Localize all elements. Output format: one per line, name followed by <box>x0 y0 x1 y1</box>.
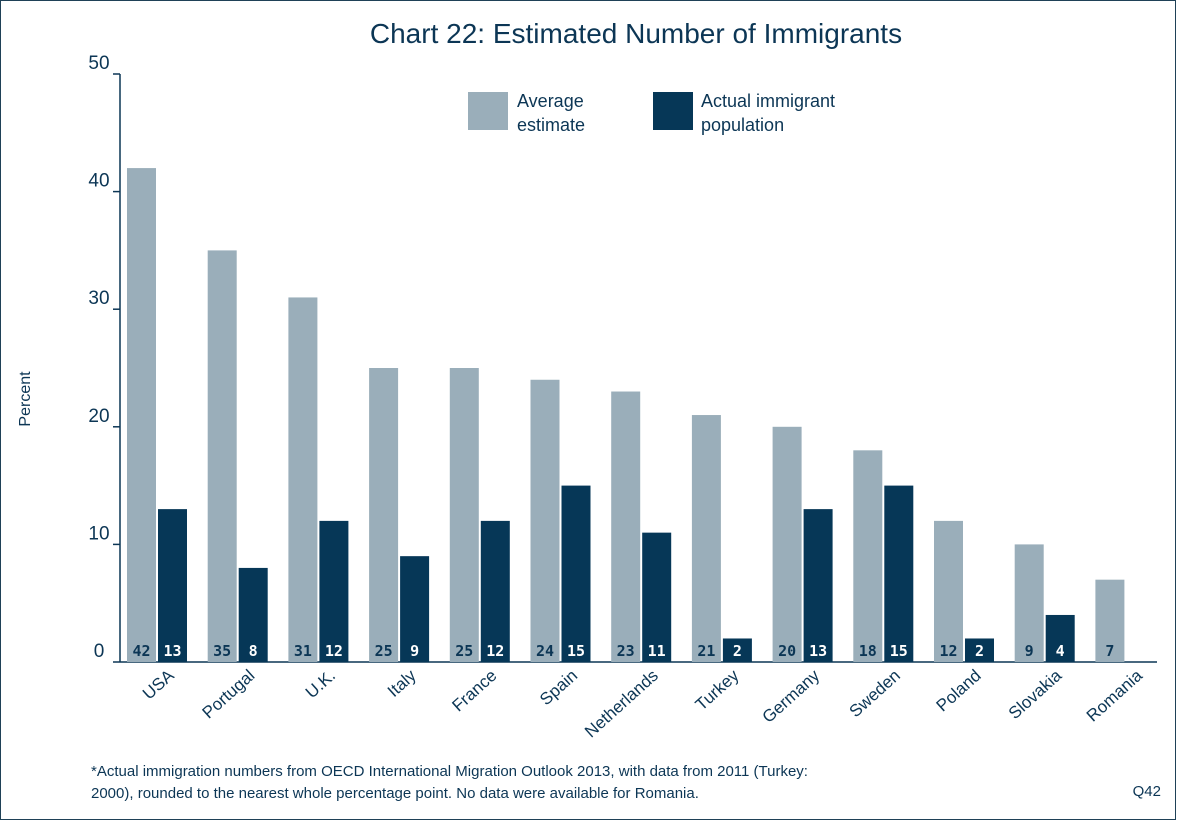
category-label: USA <box>139 665 178 703</box>
category-label: Germany <box>759 666 824 727</box>
category-label: Romania <box>1083 665 1147 725</box>
bar <box>934 520 963 662</box>
bar-value-label: 21 <box>697 642 715 660</box>
bar <box>1045 614 1075 662</box>
bar <box>642 532 672 662</box>
bar <box>238 567 268 662</box>
category-labels: USA Portugal U.K. Italy France Spain Netherlan… <box>139 665 1146 741</box>
bars <box>127 168 1125 662</box>
bar <box>884 485 914 662</box>
y-ticks: 0 10 20 30 40 50 <box>88 53 120 663</box>
bar <box>611 391 641 662</box>
bar-value-label: 7 <box>1105 642 1114 660</box>
question-code: Q42 <box>1133 783 1161 800</box>
category-label: Turkey <box>692 666 743 715</box>
bar <box>1095 579 1125 662</box>
bar <box>772 426 802 662</box>
bar <box>207 250 237 662</box>
bar-value-label: 24 <box>536 642 554 660</box>
category-label: Spain <box>536 666 581 709</box>
bar <box>449 368 479 662</box>
legend-label-average-estimate-line1: Average <box>517 91 584 111</box>
bar-value-label: 15 <box>567 642 585 660</box>
bar <box>288 297 318 662</box>
bar-value-label: 9 <box>1025 642 1034 660</box>
bar <box>691 415 721 662</box>
bar-value-label: 25 <box>375 642 393 660</box>
footnote-line-1: *Actual immigration numbers from OECD In… <box>91 763 808 780</box>
bar <box>722 638 752 662</box>
bar-value-label: 20 <box>778 642 796 660</box>
bar-value-label: 8 <box>249 642 258 660</box>
y-tick-label: 20 <box>88 406 109 427</box>
bar <box>853 450 883 662</box>
legend-label-average-estimate-line2: estimate <box>517 115 585 135</box>
y-tick-label: 30 <box>88 288 109 309</box>
bar-value-label: 12 <box>325 642 343 660</box>
legend: Average estimate Actual immigrant popula… <box>468 91 835 135</box>
y-axis-label: Percent <box>17 371 34 427</box>
bar <box>561 485 591 662</box>
category-label: Slovakia <box>1005 665 1066 722</box>
bar-value-label: 18 <box>859 642 877 660</box>
bar <box>369 368 399 662</box>
bar <box>158 509 187 662</box>
y-tick-label: 40 <box>88 171 109 192</box>
bar <box>1014 544 1044 662</box>
bar <box>319 520 349 662</box>
bar-value-label: 4 <box>1056 642 1065 660</box>
bar <box>480 520 510 662</box>
bar-value-label: 12 <box>939 642 957 660</box>
legend-label-actual-population-line2: population <box>701 115 784 135</box>
bar-value-label: 23 <box>617 642 635 660</box>
bar-value-label: 15 <box>890 642 908 660</box>
bar <box>965 638 994 662</box>
chart-title: Chart 22: Estimated Number of Immigrants <box>370 18 902 49</box>
value-labels: 42 13 35 8 31 12 25 9 25 12 24 15 23 11 21 2 20 13 18 15 12 2… <box>132 642 1114 660</box>
category-label: Sweden <box>846 666 904 721</box>
category-label: Netherlands <box>581 666 662 741</box>
category-label: France <box>448 666 500 716</box>
y-tick-label: 0 <box>94 641 105 662</box>
category-label: Italy <box>384 666 420 701</box>
bar-value-label: 31 <box>294 642 312 660</box>
bar <box>530 379 560 662</box>
legend-label-actual-population-line1: Actual immigrant <box>701 91 835 111</box>
bar-value-label: 12 <box>486 642 504 660</box>
bar-value-label: 13 <box>809 642 827 660</box>
category-label: U.K. <box>302 666 339 702</box>
bar-value-label: 2 <box>975 642 984 660</box>
bar <box>127 168 156 662</box>
bar-value-label: 2 <box>733 642 742 660</box>
legend-swatch-average-estimate <box>468 92 508 130</box>
bar-value-label: 9 <box>410 642 419 660</box>
bar-value-label: 13 <box>163 642 181 660</box>
y-tick-label: 10 <box>88 523 109 544</box>
bar <box>803 509 833 662</box>
legend-swatch-actual-immigrant-population <box>653 92 693 130</box>
footnote-line-2: 2000), rounded to the nearest whole perc… <box>91 785 699 802</box>
bar-value-label: 25 <box>455 642 473 660</box>
bar-value-label: 42 <box>132 642 150 660</box>
category-label: Portugal <box>199 666 259 722</box>
bar-value-label: 35 <box>213 642 231 660</box>
category-label: Poland <box>933 666 985 716</box>
y-tick-label: 50 <box>88 53 109 74</box>
bar <box>400 556 430 662</box>
bar-value-label: 11 <box>648 642 666 660</box>
